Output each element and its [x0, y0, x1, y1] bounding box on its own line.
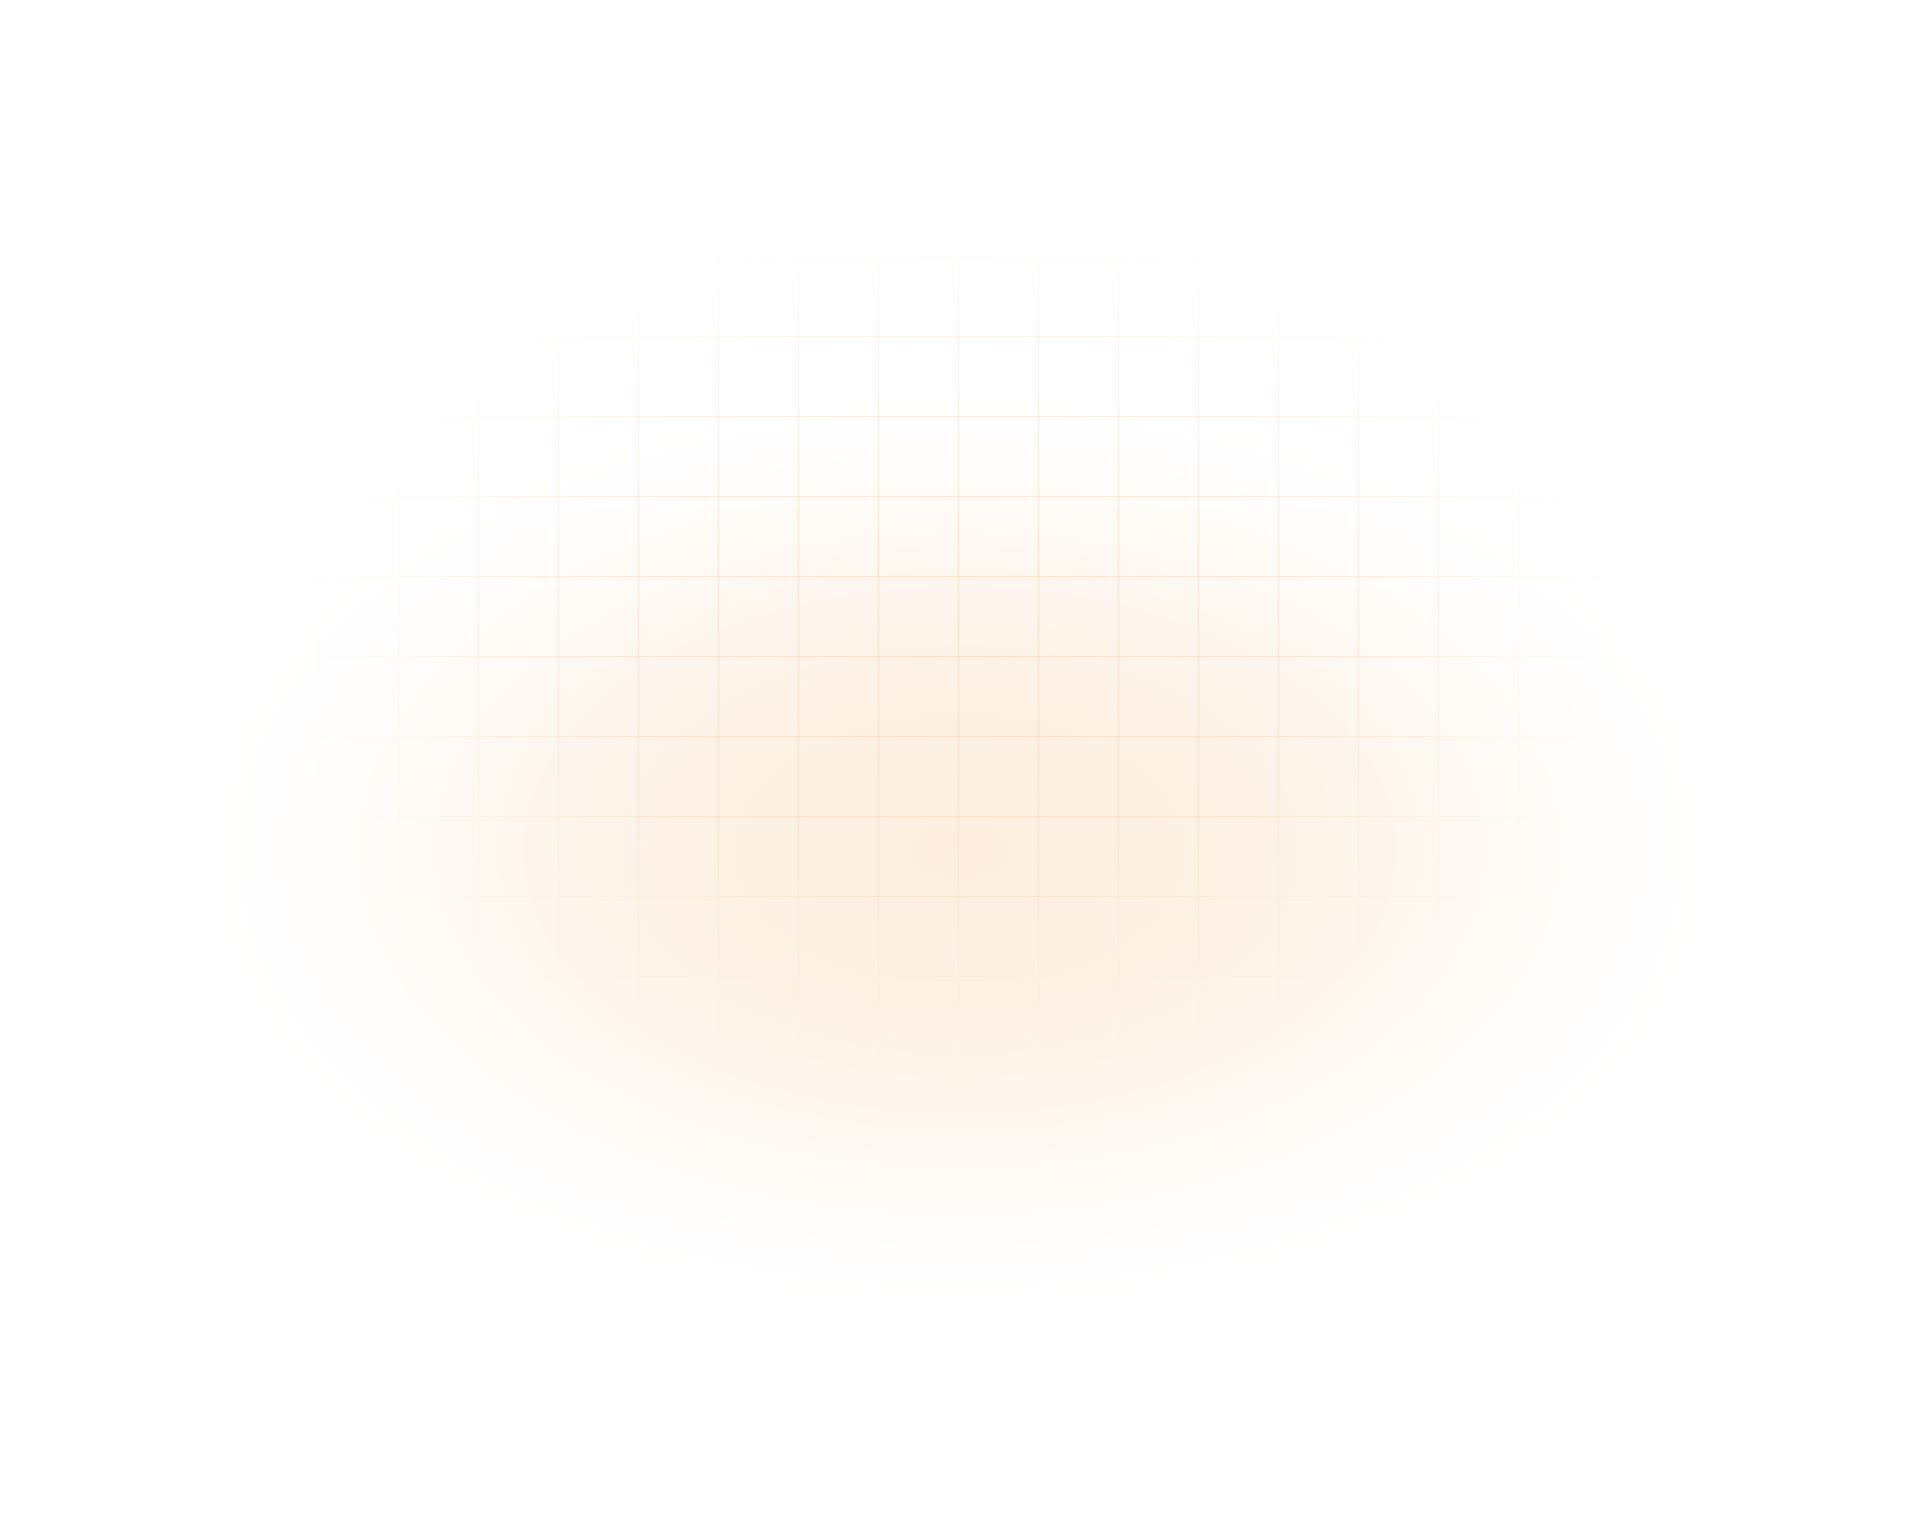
background	[0, 0, 1920, 1529]
grid-pattern	[0, 0, 1920, 1529]
page-body: (() => { const data = JSON.parse(documen…	[0, 0, 1920, 1529]
